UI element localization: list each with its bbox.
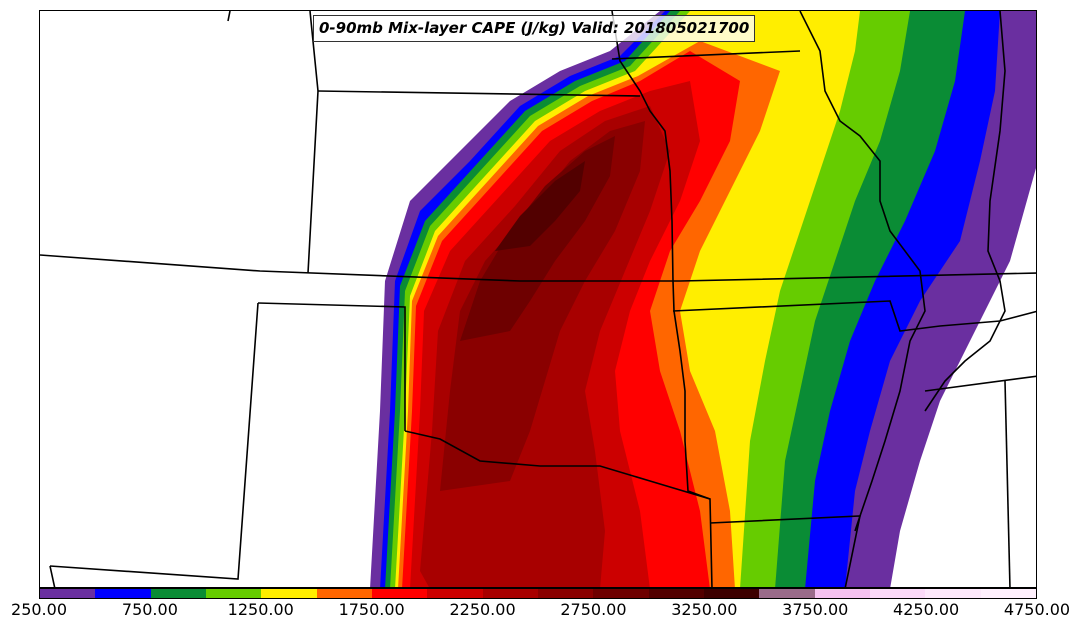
map-title: 0-90mb Mix-layer CAPE (J/kg) Valid: 2018… [313, 15, 756, 42]
colorbar-segment [980, 589, 1036, 598]
colorbar-segment [703, 589, 760, 598]
colorbar-segment [814, 589, 870, 598]
colorbar [39, 588, 1037, 599]
colorbar-segment [759, 589, 815, 598]
colorbar-segment [95, 589, 151, 598]
colorbar-segment [316, 589, 372, 598]
colorbar-segment [482, 589, 538, 598]
colorbar-tick-label: 250.00 [11, 600, 67, 619]
colorbar-tick-label: 4250.00 [893, 600, 960, 619]
colorbar-segment [261, 589, 317, 598]
cape-map [40, 11, 1036, 587]
colorbar-tick-label: 3750.00 [782, 600, 849, 619]
colorbar-segment [925, 589, 981, 598]
colorbar-segment [593, 589, 649, 598]
colorbar-tick-label: 1250.00 [227, 600, 294, 619]
colorbar-segment [537, 589, 594, 598]
colorbar-segment [40, 589, 96, 598]
cape-band-2750 [440, 121, 645, 491]
cape-band-3250 [495, 161, 585, 251]
colorbar-tick-label: 1750.00 [338, 600, 405, 619]
colorbar-segment [427, 589, 483, 598]
colorbar-tick-label: 3250.00 [671, 600, 738, 619]
state-borders [40, 11, 1036, 587]
colorbar-segment [869, 589, 926, 598]
colorbar-segment [648, 589, 704, 598]
colorbar-segment [205, 589, 262, 598]
colorbar-tick-label: 4750.00 [1003, 600, 1071, 619]
cape-fill [370, 11, 1036, 587]
map-panel [39, 10, 1037, 588]
colorbar-tick-label: 2750.00 [560, 600, 627, 619]
colorbar-segment [150, 589, 206, 598]
colorbar-tick-label: 2250.00 [449, 600, 516, 619]
colorbar-tick-label: 750.00 [121, 600, 178, 619]
colorbar-segment [371, 589, 428, 598]
